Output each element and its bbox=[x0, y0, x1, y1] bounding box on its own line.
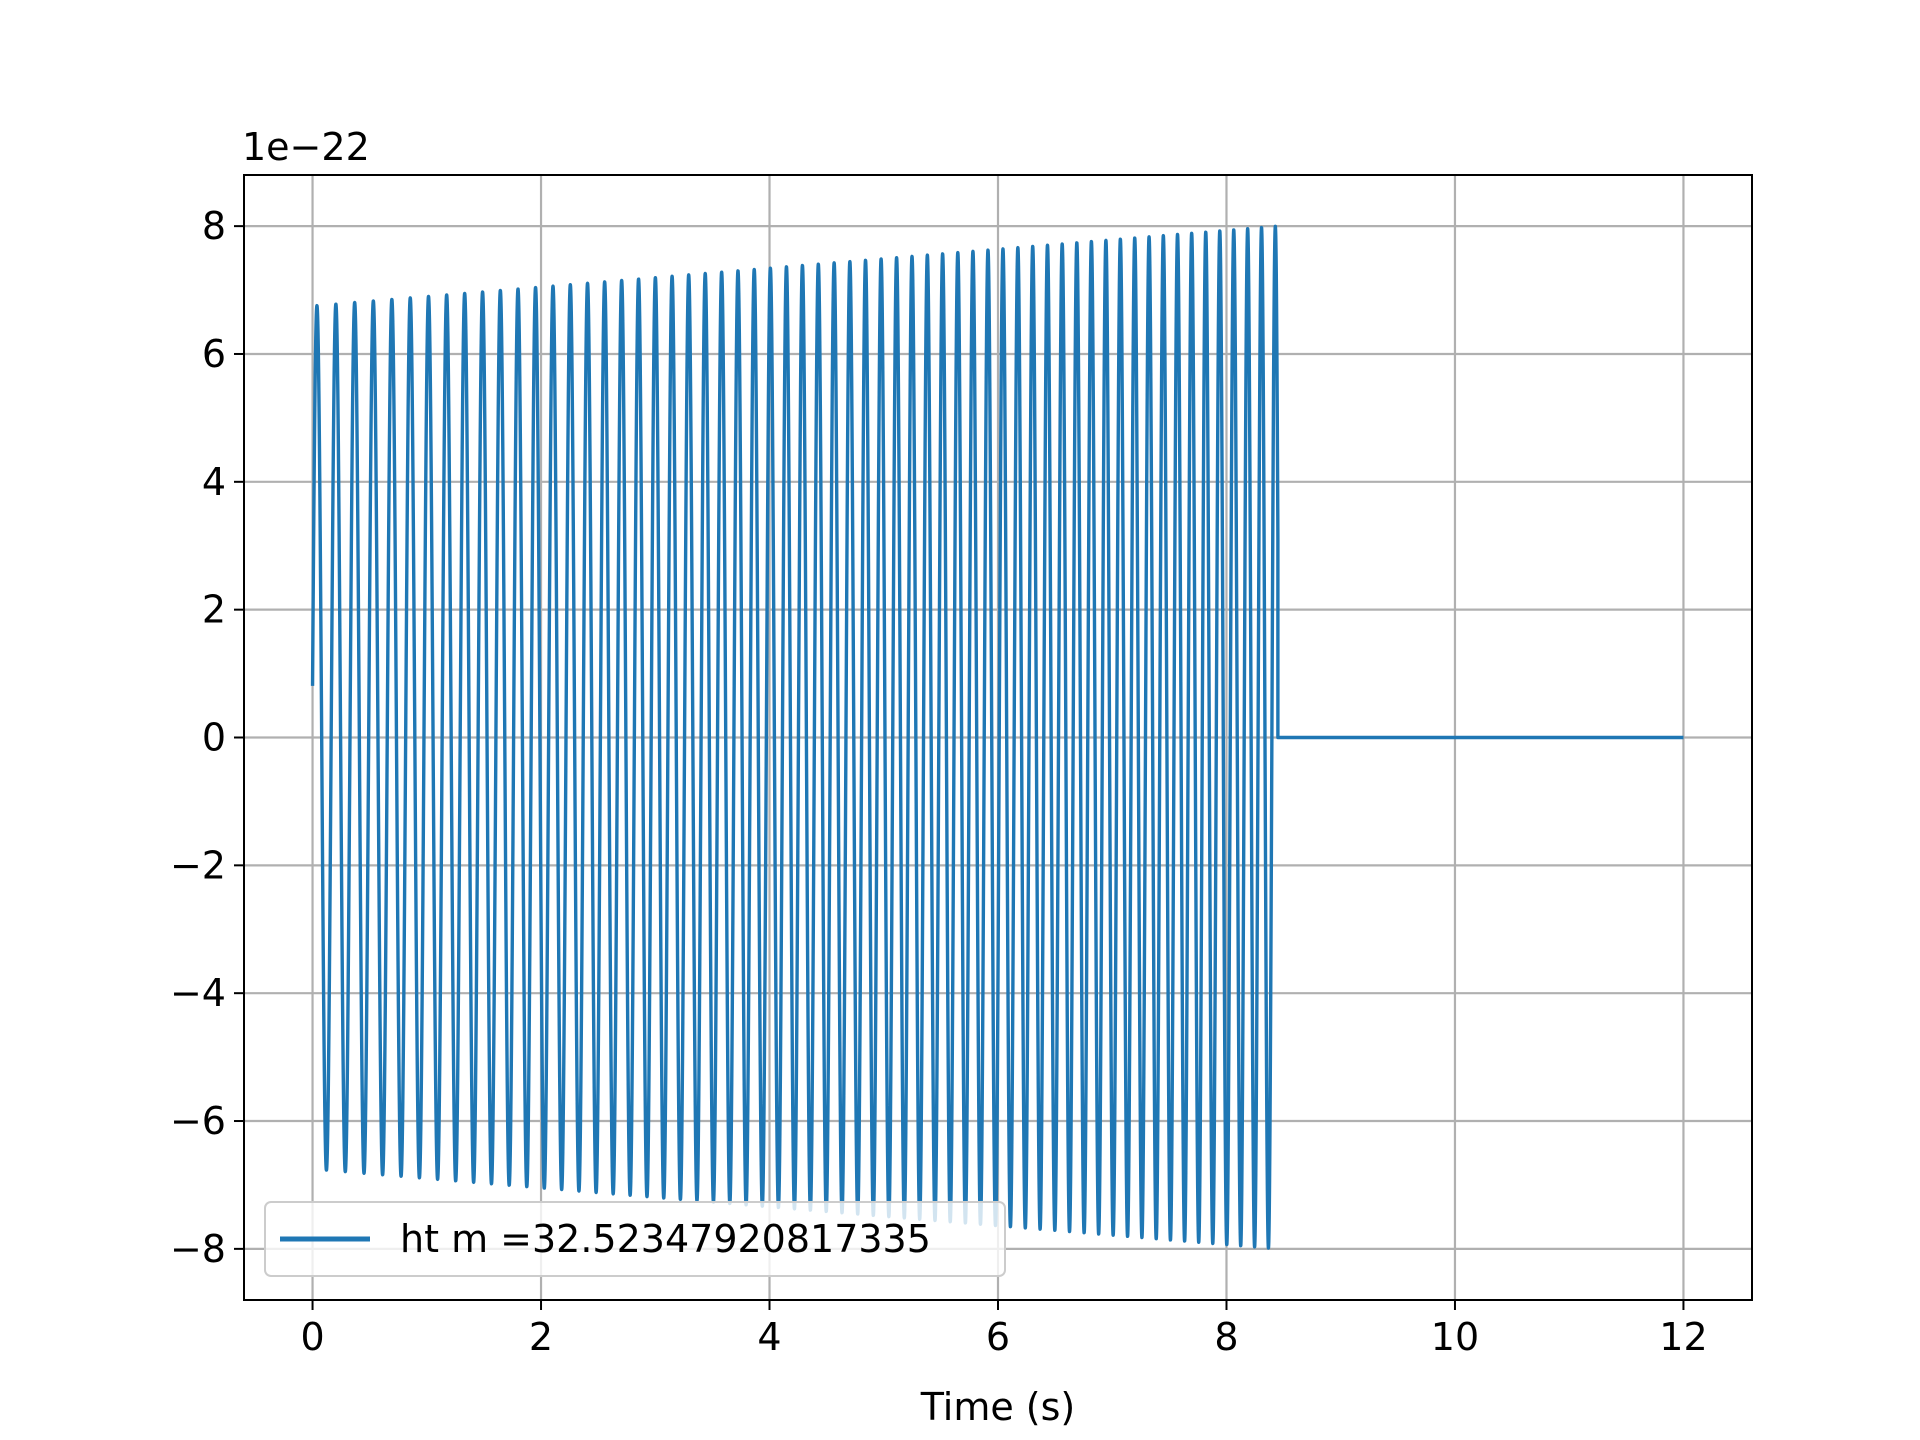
legend: ht m =32.52347920817335 bbox=[264, 1201, 1006, 1277]
x-tick-label: 10 bbox=[1431, 1315, 1479, 1359]
y-axis: −8 −6 −4 −2 0 2 4 6 8 bbox=[170, 204, 244, 1271]
y-tick-label: 6 bbox=[202, 332, 226, 376]
y-tick-label: 4 bbox=[202, 460, 226, 504]
legend-label: ht m =32.52347920817335 bbox=[400, 1217, 931, 1261]
y-tick-label: −4 bbox=[170, 971, 226, 1015]
x-axis-label: Time (s) bbox=[920, 1385, 1076, 1429]
y-tick-label: −6 bbox=[170, 1099, 226, 1143]
y-offset-label: 1e−22 bbox=[242, 125, 370, 169]
x-tick-label: 8 bbox=[1214, 1315, 1238, 1359]
x-axis: 0 2 4 6 8 10 12 bbox=[300, 1300, 1708, 1359]
y-tick-label: 2 bbox=[202, 588, 226, 632]
y-tick-label: 8 bbox=[202, 204, 226, 248]
x-tick-label: 12 bbox=[1659, 1315, 1707, 1359]
x-tick-label: 2 bbox=[529, 1315, 553, 1359]
legend-box bbox=[264, 1201, 1006, 1277]
y-tick-label: −8 bbox=[170, 1227, 226, 1271]
y-tick-label: −2 bbox=[170, 843, 226, 887]
series-line bbox=[310, 224, 1684, 1250]
y-tick-label: 0 bbox=[202, 716, 226, 760]
x-tick-label: 0 bbox=[300, 1315, 324, 1359]
x-tick-label: 6 bbox=[986, 1315, 1010, 1359]
plot-area bbox=[310, 224, 1684, 1250]
x-tick-label: 4 bbox=[757, 1315, 781, 1359]
